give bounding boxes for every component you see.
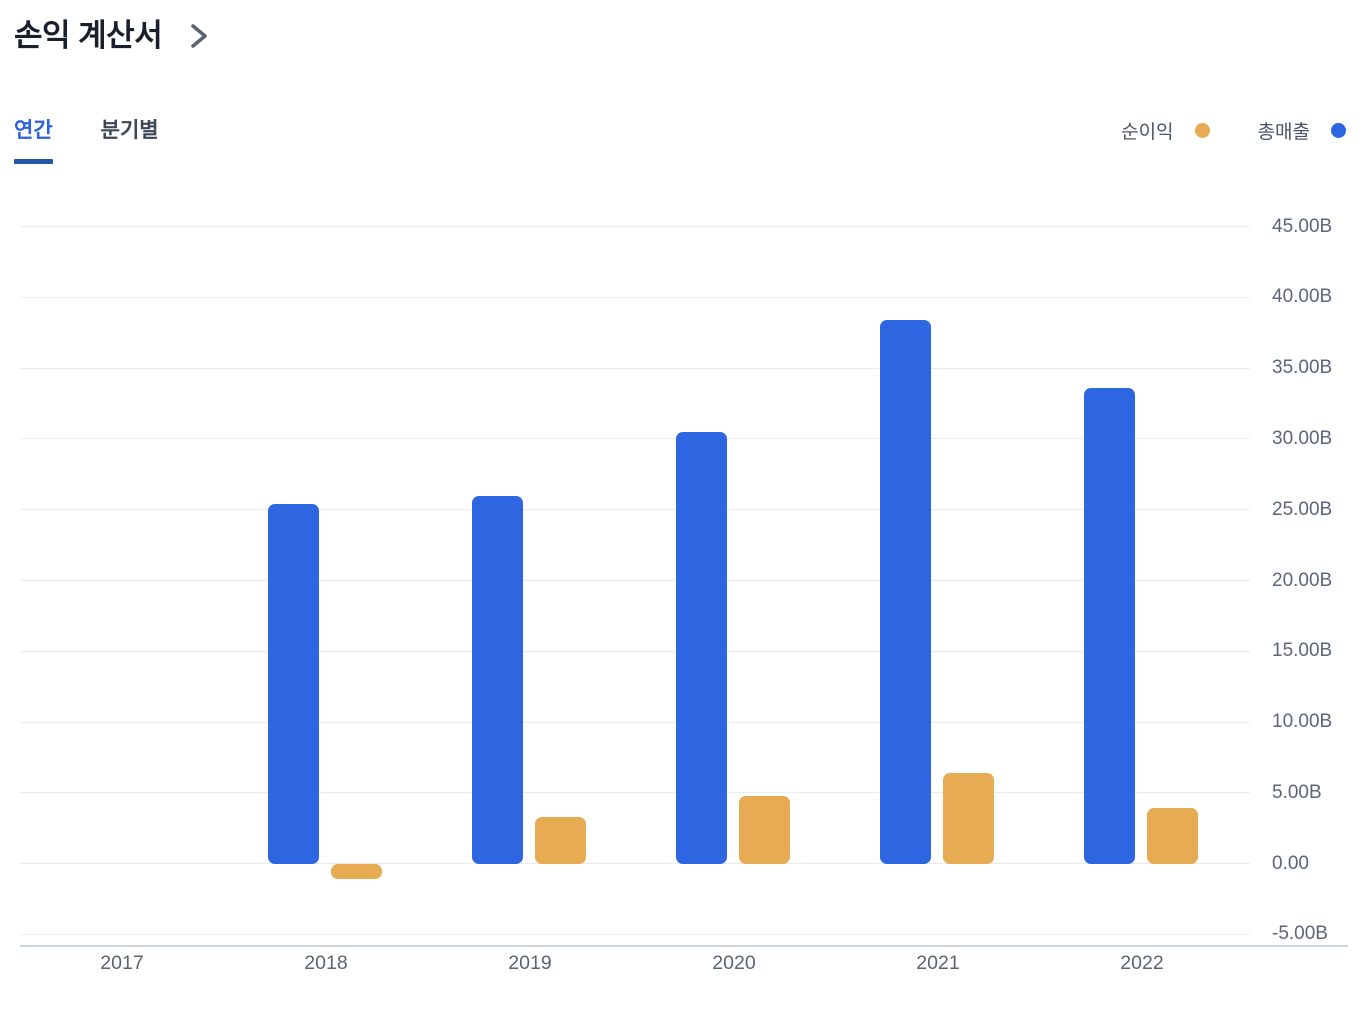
gridline--5.00B (20, 933, 1250, 935)
y-axis-label: 45.00B (1272, 215, 1333, 237)
revenue-legend-dot (1331, 123, 1346, 138)
gridline-20.00B (20, 580, 1250, 581)
x-axis-label-2018: 2018 (304, 952, 348, 974)
tab-quarterly-label: 분기별 (100, 119, 159, 142)
revenue-bar-2019[interactable] (472, 495, 523, 864)
y-axis-label: 0.00 (1272, 852, 1309, 874)
revenue-bar-2021[interactable] (880, 320, 931, 864)
net-income-bar-2019[interactable] (535, 816, 586, 864)
gridline-15.00B (20, 650, 1250, 652)
revenue-bar-2020[interactable] (676, 431, 727, 864)
gridline-0.00 (20, 863, 1250, 865)
y-axis-label: 5.00B (1272, 781, 1322, 803)
gridline-30.00B (20, 438, 1250, 440)
net-income-legend-dot (1194, 123, 1210, 138)
net-income-bar-2018[interactable] (331, 863, 382, 880)
y-axis-label: -5.00B (1272, 923, 1328, 945)
x-axis-label-2022: 2022 (1120, 952, 1164, 974)
revenue-bar-2022[interactable] (1084, 387, 1135, 864)
revenue-bar-2018[interactable] (268, 504, 319, 864)
net-income-bar-2022[interactable] (1147, 808, 1198, 864)
y-axis-label: 35.00B (1272, 357, 1333, 379)
y-axis-label: 40.00B (1272, 286, 1333, 308)
y-axis-label: 10.00B (1272, 711, 1333, 733)
y-axis-label: 20.00B (1272, 569, 1333, 591)
y-axis-label: 30.00B (1272, 427, 1333, 449)
active-tab-underline (14, 159, 53, 164)
revenue-legend-label: 총매출 (1257, 122, 1310, 143)
x-axis-label-2019: 2019 (508, 952, 552, 974)
x-axis-label-2020: 2020 (712, 952, 756, 974)
page-title: 손익 계산서 (14, 18, 163, 53)
gridline-10.00B (20, 721, 1250, 723)
legend-item-revenue: 총매출 (1258, 117, 1346, 144)
net-income-legend-label: 순이익 (1121, 122, 1174, 143)
x-axis-label-2017: 2017 (100, 952, 144, 974)
chart-legend: 순이익 총매출 (1121, 114, 1346, 144)
y-axis-label: 25.00B (1272, 498, 1333, 520)
chevron-right-icon (186, 19, 212, 53)
gridline-5.00B (20, 792, 1250, 794)
gridline-35.00B (20, 367, 1250, 369)
legend-item-net-income: 순이익 (1121, 117, 1210, 144)
net-income-bar-2021[interactable] (943, 773, 994, 864)
x-axis-label-2021: 2021 (916, 952, 960, 974)
tab-and-legend-row: 연간 분기별 순이익 총매출 (14, 114, 1346, 164)
tab-annual-label: 연간 (14, 119, 53, 142)
net-income-bar-2020[interactable] (739, 795, 790, 864)
x-axis-line (20, 944, 1348, 947)
tab-annual[interactable]: 연간 (14, 114, 53, 164)
gridline-40.00B (20, 296, 1250, 298)
income-statement-header-link[interactable]: 손익 계산서 (14, 16, 212, 56)
period-tabs: 연간 분기별 (14, 114, 207, 164)
y-axis-label: 15.00B (1272, 640, 1333, 662)
gridline-45.00B (20, 226, 1250, 228)
tab-quarterly[interactable]: 분기별 (101, 114, 159, 164)
gridline-25.00B (20, 509, 1250, 511)
